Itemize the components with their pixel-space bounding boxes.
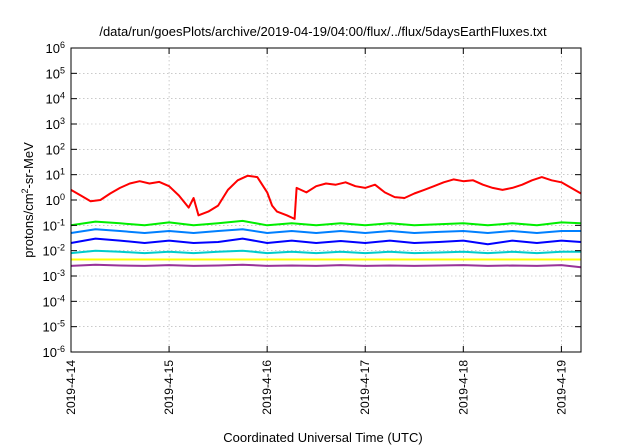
x-tick-label: 2019-4-16 <box>260 360 274 415</box>
y-tick-label-base: 10 <box>46 168 60 183</box>
y-axis-label-rest: -sr-MeV <box>21 142 36 189</box>
x-tick-label: 2019-4-15 <box>162 360 176 415</box>
y-tick-label-base: 10 <box>46 41 60 56</box>
y-tick-label-base: 10 <box>46 66 60 81</box>
series-line-5 <box>70 249 581 255</box>
series-line-4 <box>70 237 582 246</box>
x-axis-label: Coordinated Universal Time (UTC) <box>223 430 422 445</box>
y-tick-label: 100 <box>46 192 65 208</box>
y-tick-label: 106 <box>46 40 65 56</box>
y-tick-label-exponent: 3 <box>60 116 65 126</box>
series-line-3 <box>70 228 581 234</box>
y-tick-label-exponent: 1 <box>60 167 65 177</box>
series-group <box>70 174 582 269</box>
y-tick-label-base: 10 <box>46 193 60 208</box>
y-tick-label: 103 <box>46 116 65 132</box>
y-tick-label-exponent: -1 <box>57 217 65 227</box>
series-line-7 <box>70 263 582 269</box>
series-line-2 <box>70 219 582 227</box>
x-tick-label: 2019-4-17 <box>358 360 372 415</box>
y-tick-label-exponent: 0 <box>60 192 65 202</box>
y-tick-label-exponent: 6 <box>60 40 65 50</box>
y-tick-label-exponent: -6 <box>57 344 65 354</box>
y-tick-label: 105 <box>46 65 65 81</box>
y-tick-label-base: 10 <box>43 269 57 284</box>
x-tick-label: 2019-4-19 <box>554 360 568 415</box>
y-tick-label: 102 <box>46 141 65 157</box>
y-tick-label-exponent: 4 <box>60 91 65 101</box>
y-tick-label: 10-5 <box>43 319 65 335</box>
y-tick-label: 10-3 <box>43 268 65 284</box>
y-tick-label: 101 <box>46 167 65 183</box>
y-ticks: 10610510410310210110010-110-210-310-410-… <box>43 40 581 360</box>
y-tick-label-exponent: -5 <box>57 319 65 329</box>
y-tick-label-exponent: -4 <box>57 293 65 303</box>
y-axis-label-sup: 2 <box>20 188 30 193</box>
y-tick-label: 10-2 <box>43 243 65 259</box>
y-tick-label-exponent: 5 <box>60 65 65 75</box>
y-tick-label-base: 10 <box>43 345 57 360</box>
y-tick-label-exponent: 2 <box>60 141 65 151</box>
y-tick-label-exponent: -3 <box>57 268 65 278</box>
y-tick-label: 10-4 <box>43 293 65 309</box>
y-tick-label-base: 10 <box>46 92 60 107</box>
x-ticks: 2019-4-14 2019-4-15 2019-4-16 2019-4-17 2019… <box>64 48 568 415</box>
grid <box>71 48 581 352</box>
y-tick-label-base: 10 <box>43 294 57 309</box>
y-tick-label-base: 10 <box>46 142 60 157</box>
x-tick-label: 2019-4-18 <box>456 360 470 415</box>
y-tick-label-base: 10 <box>43 244 57 259</box>
y-tick-label-exponent: -2 <box>57 243 65 253</box>
y-tick-label: 104 <box>46 91 65 107</box>
chart-title: /data/run/goesPlots/archive/2019-04-19/0… <box>99 24 547 39</box>
y-tick-label-base: 10 <box>43 218 57 233</box>
series-line-1 <box>70 174 582 220</box>
y-tick-label: 10-6 <box>43 344 65 360</box>
y-axis-label-base: protons/cm <box>21 193 36 257</box>
y-tick-label: 10-1 <box>43 217 65 233</box>
y-axis-label: protons/cm2-sr-MeV <box>20 142 36 258</box>
x-tick-label: 2019-4-14 <box>64 360 78 415</box>
y-tick-label-base: 10 <box>43 320 57 335</box>
y-tick-label-base: 10 <box>46 117 60 132</box>
